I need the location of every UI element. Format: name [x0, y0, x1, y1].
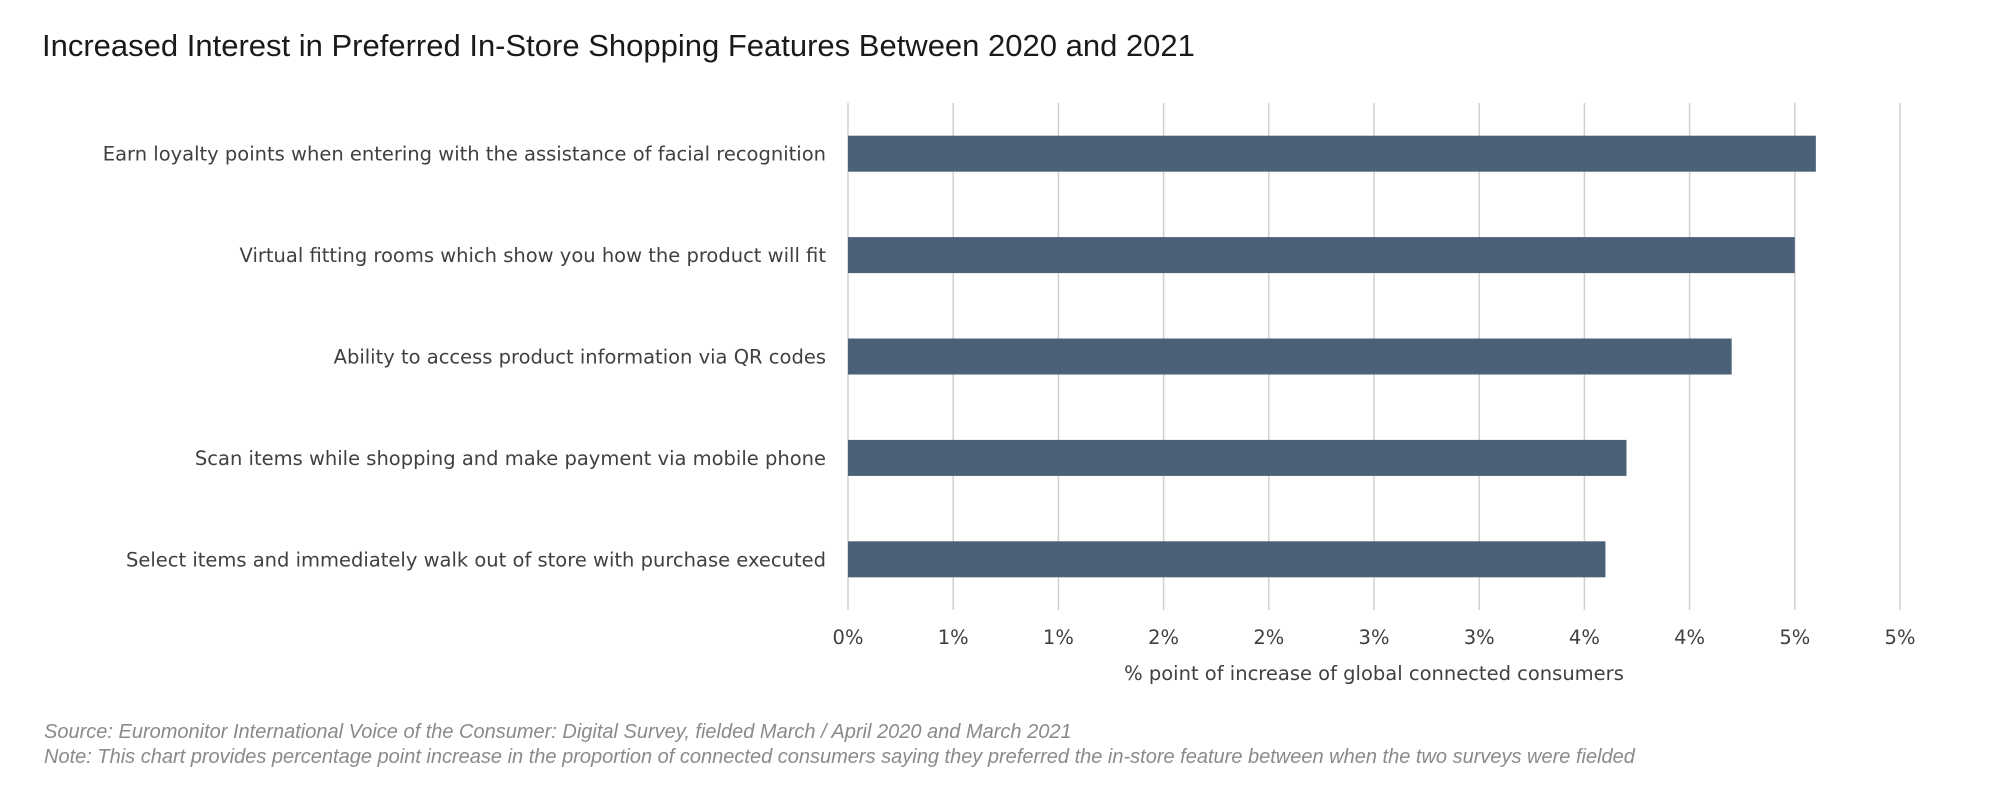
category-label: Scan items while shopping and make payme… — [195, 447, 826, 470]
x-tick-label: 4% — [1674, 626, 1705, 649]
category-labels: Earn loyalty points when entering with t… — [103, 143, 827, 572]
category-label: Ability to access product information vi… — [334, 346, 826, 369]
x-tick-label: 3% — [1464, 626, 1495, 649]
bar — [848, 541, 1606, 578]
x-tick-label: 4% — [1569, 626, 1600, 649]
bar — [848, 135, 1816, 172]
x-tick-label: 2% — [1148, 626, 1179, 649]
category-label: Virtual fitting rooms which show you how… — [240, 244, 827, 267]
bars — [848, 135, 1816, 578]
x-tick-label: 2% — [1253, 626, 1284, 649]
x-tick-label: 5% — [1885, 626, 1916, 649]
footnote: Note: This chart provides percentage poi… — [44, 746, 1635, 768]
bar-chart: Earn loyalty points when entering with t… — [103, 103, 1916, 685]
x-tick-label: 1% — [1043, 626, 1074, 649]
x-tick-labels: 0% 1% 1% 2% 2% 3% 3% 4% 4% 5% 5% — [833, 626, 1916, 649]
category-label: Earn loyalty points when entering with t… — [103, 143, 826, 166]
x-tick-label: 5% — [1779, 626, 1810, 649]
bar — [848, 338, 1732, 375]
chart-title: Increased Interest in Preferred In-Store… — [42, 28, 1195, 63]
x-axis-title: % point of increase of global connected … — [1124, 662, 1624, 685]
x-tick-label: 3% — [1359, 626, 1390, 649]
bar — [848, 439, 1627, 476]
source-note: Source: Euromonitor International Voice … — [44, 721, 1072, 743]
category-label: Select items and immediately walk out of… — [126, 548, 826, 571]
x-tick-label: 1% — [938, 626, 969, 649]
bar — [848, 237, 1795, 274]
x-tick-label: 0% — [833, 626, 864, 649]
